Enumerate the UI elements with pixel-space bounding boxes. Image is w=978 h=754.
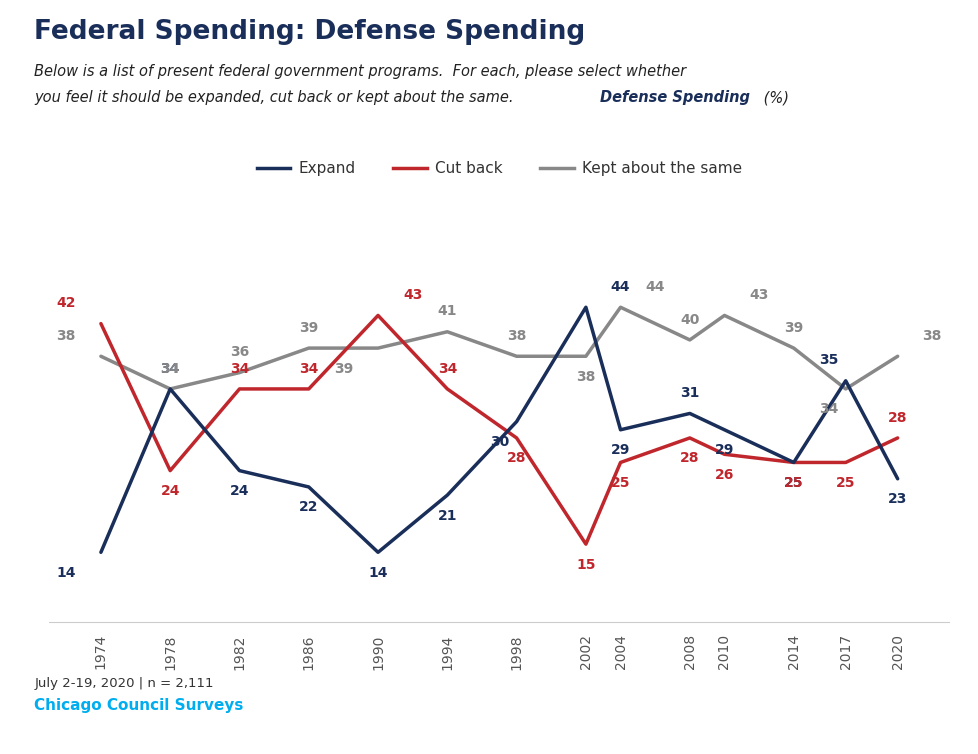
Legend: Expand, Cut back, Kept about the same: Expand, Cut back, Kept about the same: [250, 155, 747, 182]
Text: 40: 40: [680, 312, 699, 326]
Text: 39: 39: [783, 320, 803, 335]
Text: 30: 30: [489, 435, 509, 449]
Text: 23: 23: [887, 492, 907, 506]
Text: 42: 42: [57, 296, 76, 310]
Text: 28: 28: [507, 452, 526, 465]
Text: 29: 29: [714, 443, 734, 457]
Text: 36: 36: [230, 345, 248, 359]
Text: 25: 25: [835, 476, 855, 490]
Text: 21: 21: [437, 508, 457, 523]
Text: 34: 34: [437, 361, 457, 375]
Text: Chicago Council Surveys: Chicago Council Surveys: [34, 697, 244, 713]
Text: 38: 38: [576, 369, 595, 384]
Text: 39: 39: [333, 361, 353, 375]
Text: 34: 34: [818, 403, 837, 416]
Text: 41: 41: [437, 305, 457, 318]
Text: 34: 34: [230, 361, 249, 375]
Text: 22: 22: [298, 501, 318, 514]
Text: 44: 44: [610, 280, 630, 294]
Text: 25: 25: [783, 476, 803, 490]
Text: 25: 25: [610, 476, 630, 490]
Text: 34: 34: [160, 361, 180, 375]
Text: 29: 29: [610, 443, 630, 457]
Text: 28: 28: [680, 452, 699, 465]
Text: 25: 25: [783, 476, 803, 490]
Text: Federal Spending: Defense Spending: Federal Spending: Defense Spending: [34, 19, 585, 44]
Text: 26: 26: [714, 467, 734, 482]
Text: 34: 34: [160, 361, 180, 375]
Text: 24: 24: [160, 484, 180, 498]
Text: 39: 39: [299, 320, 318, 335]
Text: 28: 28: [887, 410, 907, 425]
Text: 24: 24: [230, 484, 249, 498]
Text: 38: 38: [57, 329, 76, 343]
Text: 43: 43: [403, 288, 422, 302]
Text: 31: 31: [680, 386, 699, 400]
Text: 14: 14: [368, 566, 387, 580]
Text: 34: 34: [298, 361, 318, 375]
Text: 43: 43: [748, 288, 768, 302]
Text: 38: 38: [507, 329, 526, 343]
Text: (%): (%): [758, 90, 788, 106]
Text: 15: 15: [576, 557, 595, 572]
Text: July 2-19, 2020 | n = 2,111: July 2-19, 2020 | n = 2,111: [34, 677, 213, 690]
Text: 44: 44: [645, 280, 664, 294]
Text: 38: 38: [921, 329, 941, 343]
Text: Below is a list of present federal government programs.  For each, please select: Below is a list of present federal gover…: [34, 64, 686, 79]
Text: you feel it should be expanded, cut back or kept about the same.: you feel it should be expanded, cut back…: [34, 90, 518, 106]
Text: 35: 35: [818, 354, 837, 367]
Text: 14: 14: [57, 566, 76, 580]
Text: Defense Spending: Defense Spending: [600, 90, 749, 106]
